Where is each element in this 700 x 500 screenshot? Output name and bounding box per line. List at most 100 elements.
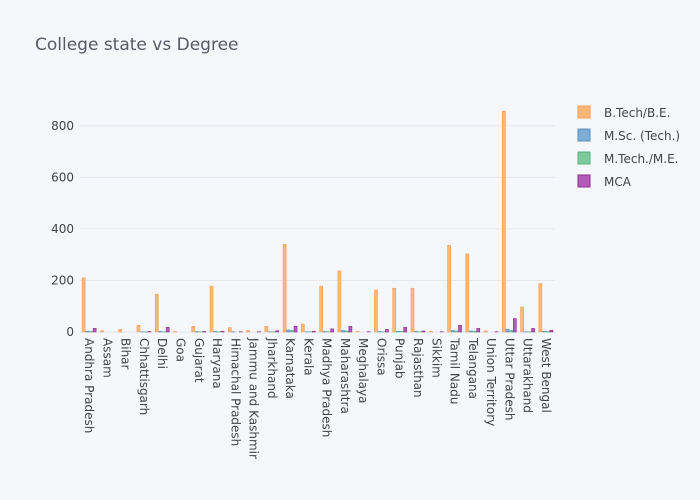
chart-title: College state vs Degree — [35, 35, 239, 55]
bar-m-sc-tech-[interactable] — [286, 329, 291, 333]
bar-m-sc-tech-[interactable] — [341, 330, 345, 333]
bar-b-tech-b-e-[interactable] — [483, 330, 488, 333]
bar-m-sc-tech-[interactable] — [322, 331, 327, 333]
bar-m-sc-tech-[interactable] — [195, 331, 199, 333]
bar-b-tech-b-e-[interactable] — [374, 289, 378, 333]
bar-m-sc-tech-[interactable] — [542, 330, 546, 333]
legend-swatch — [577, 105, 591, 119]
bar-m-tech-m-e-[interactable] — [509, 330, 513, 333]
x-tick-label: Bihar — [119, 338, 133, 370]
bar-m-tech-m-e-[interactable] — [89, 331, 93, 333]
bar-b-tech-b-e-[interactable] — [355, 331, 360, 333]
bar-b-tech-b-e-[interactable] — [136, 324, 141, 333]
bar-mca[interactable] — [512, 318, 517, 333]
bars — [81, 110, 554, 333]
x-tick-label: Assam — [100, 338, 114, 378]
bar-mca[interactable] — [476, 328, 481, 333]
bar-mca[interactable] — [147, 331, 152, 333]
bar-b-tech-b-e-[interactable] — [264, 326, 269, 333]
x-tick-label: Telangana — [466, 337, 480, 399]
bar-b-tech-b-e-[interactable] — [301, 323, 305, 333]
bar-b-tech-b-e-[interactable] — [191, 326, 196, 333]
bar-b-tech-b-e-[interactable] — [227, 327, 232, 333]
legend-item[interactable]: M.Tech./M.E. — [577, 151, 678, 166]
bar-mca[interactable] — [421, 330, 426, 333]
bar-b-tech-b-e-[interactable] — [118, 329, 123, 333]
x-tick-label: Madhya Pradesh — [320, 338, 334, 437]
x-tick-label: Goa — [173, 338, 187, 362]
bar-mca[interactable] — [293, 326, 298, 333]
bar-m-sc-tech-[interactable] — [377, 331, 382, 333]
bar-b-tech-b-e-[interactable] — [282, 244, 287, 333]
bar-m-sc-tech-[interactable] — [396, 330, 400, 333]
bar-mca[interactable] — [531, 328, 535, 333]
x-tick-label: Himachal Pradesh — [228, 338, 242, 446]
bar-m-sc-tech-[interactable] — [469, 330, 473, 333]
x-tick-label: Karnataka — [283, 338, 297, 399]
bar-m-tech-m-e-[interactable] — [472, 330, 477, 333]
bar-b-tech-b-e-[interactable] — [337, 270, 342, 333]
legend-swatch — [577, 128, 591, 142]
bar-mca[interactable] — [165, 327, 170, 333]
bar-mca[interactable] — [549, 329, 554, 333]
bar-mca[interactable] — [403, 327, 408, 333]
legend-item[interactable]: MCA — [577, 174, 632, 189]
bar-mca[interactable] — [330, 328, 334, 333]
bar-m-tech-m-e-[interactable] — [290, 330, 294, 333]
bar-b-tech-b-e-[interactable] — [154, 293, 159, 333]
bar-mca[interactable] — [348, 326, 353, 333]
bar-b-tech-b-e-[interactable] — [428, 330, 433, 333]
bar-m-tech-m-e-[interactable] — [344, 330, 349, 333]
bar-b-tech-b-e-[interactable] — [209, 285, 214, 333]
bar-b-tech-b-e-[interactable] — [447, 245, 451, 333]
bar-b-tech-b-e-[interactable] — [319, 285, 323, 333]
bar-b-tech-b-e-[interactable] — [520, 306, 524, 333]
bar-m-sc-tech-[interactable] — [505, 329, 510, 333]
bar-mca[interactable] — [220, 330, 225, 333]
bar-mca[interactable] — [312, 330, 316, 333]
legend-label: M.Tech./M.E. — [604, 152, 678, 166]
legend-item[interactable]: M.Sc. (Tech.) — [577, 128, 680, 143]
bar-mca[interactable] — [385, 329, 389, 333]
bar-b-tech-b-e-[interactable] — [538, 283, 543, 333]
bar-mca[interactable] — [202, 331, 207, 333]
x-tick-label: West Bengal — [539, 338, 553, 413]
bar-b-tech-b-e-[interactable] — [502, 110, 506, 333]
bar-b-tech-b-e-[interactable] — [410, 287, 415, 333]
bar-b-tech-b-e-[interactable] — [81, 277, 86, 333]
bar-m-sc-tech-[interactable] — [85, 330, 90, 333]
y-tick-label: 400 — [51, 222, 74, 236]
y-tick-label: 600 — [51, 170, 74, 184]
bar-mca[interactable] — [275, 330, 280, 333]
bar-b-tech-b-e-[interactable] — [392, 287, 397, 333]
y-tick-label: 0 — [66, 325, 74, 339]
bar-b-tech-b-e-[interactable] — [100, 330, 104, 333]
x-tick-label: Delhi — [155, 338, 169, 369]
y-tick-label: 200 — [51, 273, 74, 287]
bar-mca[interactable] — [458, 324, 462, 333]
bar-m-sc-tech-[interactable] — [450, 330, 455, 333]
bar-b-tech-b-e-[interactable] — [173, 331, 177, 333]
y-axis-ticks: 0 200 400 600 800 — [51, 119, 74, 339]
bar-m-sc-tech-[interactable] — [213, 331, 218, 333]
bar-mca[interactable] — [92, 328, 97, 333]
bar-b-tech-b-e-[interactable] — [246, 330, 250, 333]
bar-m-tech-m-e-[interactable] — [545, 331, 550, 333]
legend-swatch — [577, 174, 591, 188]
x-tick-label: Rajasthan — [411, 338, 425, 398]
x-tick-label: Uttar Pradesh — [502, 338, 516, 420]
legend[interactable]: B.Tech/B.E. M.Sc. (Tech.) M.Tech./M.E. MCA — [577, 105, 680, 189]
bar-m-tech-m-e-[interactable] — [399, 331, 404, 333]
bar-m-sc-tech-[interactable] — [158, 331, 163, 333]
bar-b-tech-b-e-[interactable] — [465, 253, 470, 333]
legend-item[interactable]: B.Tech/B.E. — [577, 105, 670, 120]
bar-m-sc-tech-[interactable] — [414, 331, 418, 333]
bar-m-tech-m-e-[interactable] — [454, 330, 459, 333]
x-tick-label: Chhattisgarh — [137, 338, 151, 415]
x-tick-label: Kerala — [301, 338, 315, 376]
legend-label: B.Tech/B.E. — [604, 106, 670, 120]
x-tick-label: Jammu and Kashmir — [247, 337, 261, 459]
x-tick-label: Gujarat — [192, 338, 206, 383]
legend-swatch — [577, 151, 591, 165]
x-tick-label: Maharashtra — [338, 338, 352, 414]
